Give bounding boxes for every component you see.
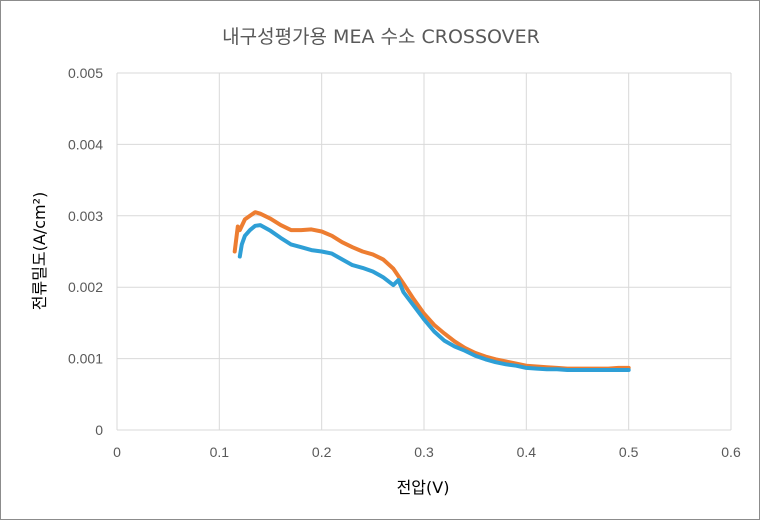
series-line-2 (237, 223, 631, 372)
x-tick-label: 0.4 (517, 444, 537, 460)
y-tick-label: 0.001 (68, 351, 103, 367)
x-tick-label: 0.6 (721, 444, 741, 460)
y-axis-title: 전류밀도(A/cm²) (30, 192, 49, 311)
series-line-1 (232, 210, 631, 371)
y-tick-label: 0.002 (68, 279, 103, 295)
x-tick-label: 0.3 (414, 444, 434, 460)
chart-title: 내구성평가용 MEA 수소 CROSSOVER (222, 26, 540, 48)
x-axis-title: 전압(V) (397, 478, 450, 497)
x-tick-label: 0.2 (312, 444, 332, 460)
y-tick-label: 0.005 (68, 65, 103, 81)
y-tick-label: 0 (95, 422, 103, 438)
grid (116, 72, 732, 431)
series-lines (232, 210, 631, 372)
x-axis-ticks: 0 0.1 0.2 0.3 0.4 0.5 0.6 (113, 444, 741, 460)
y-tick-label: 0.003 (68, 208, 103, 224)
x-tick-label: 0.1 (210, 444, 230, 460)
x-tick-label: 0.5 (619, 444, 639, 460)
y-axis-ticks: 0 0.001 0.002 0.003 0.004 0.005 (68, 65, 103, 438)
y-tick-label: 0.004 (68, 136, 103, 152)
x-tick-label: 0 (113, 444, 121, 460)
